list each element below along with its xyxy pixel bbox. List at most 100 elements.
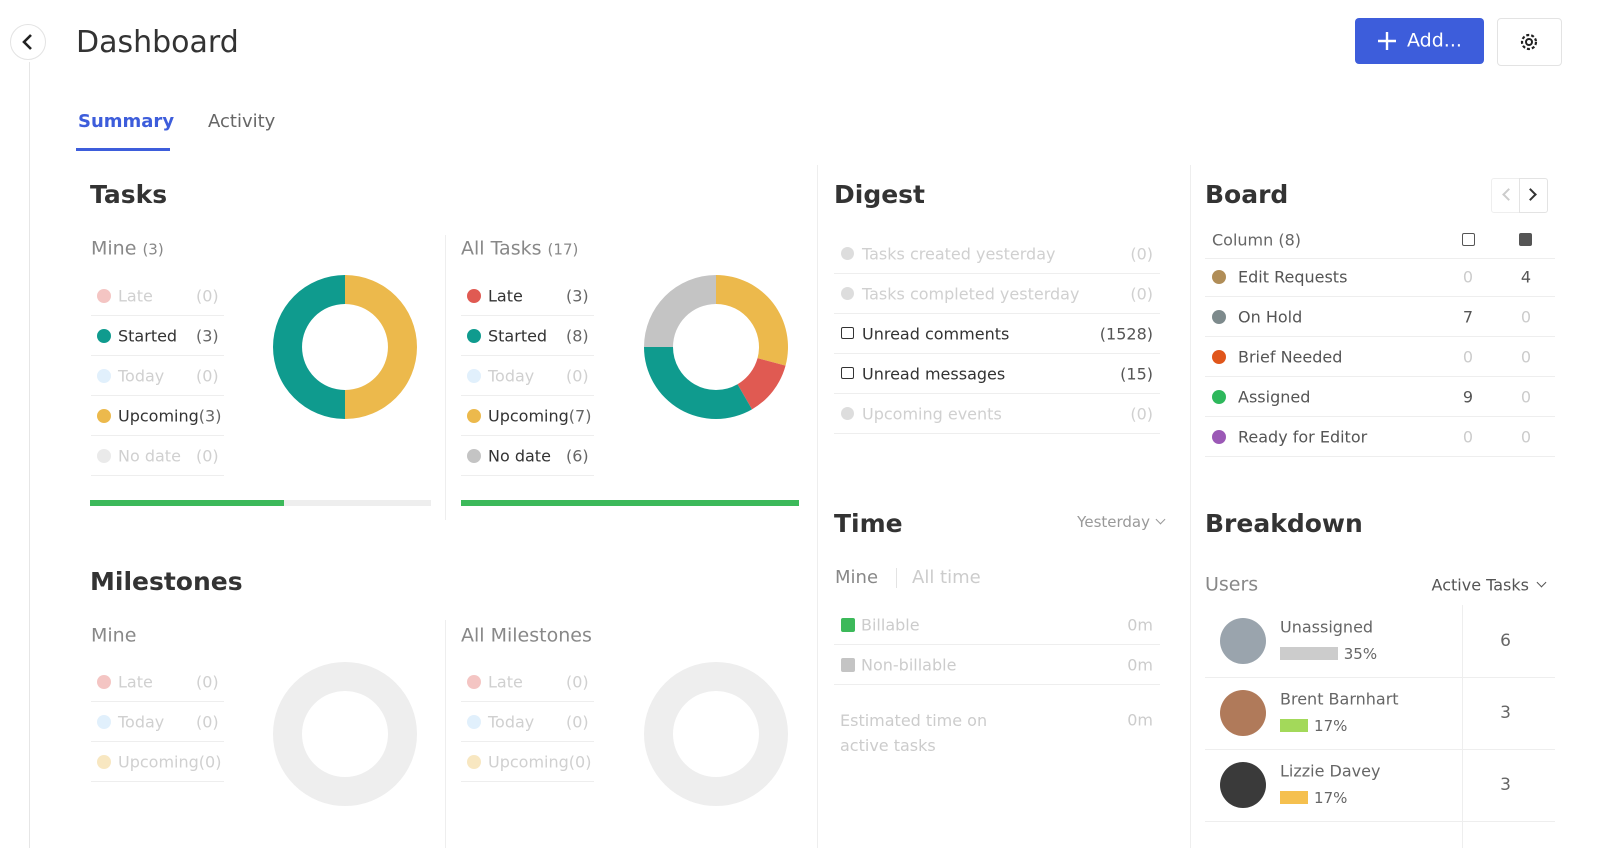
digest-icon	[841, 407, 854, 420]
legend-dot	[97, 715, 111, 729]
board-count: 0	[1462, 267, 1474, 287]
legend-dot	[467, 755, 481, 769]
row-separator	[834, 644, 1160, 645]
checkbox-empty	[1462, 233, 1475, 246]
legend-name: Today	[488, 712, 535, 732]
percent-bar	[1280, 647, 1338, 660]
legend-count: (0)	[566, 712, 589, 732]
legend-dot	[467, 289, 481, 303]
row-separator	[461, 355, 594, 356]
pager-button	[1519, 178, 1548, 213]
legend-name: Today	[118, 712, 165, 732]
legend-dot	[467, 329, 481, 343]
digest-count: (0)	[1130, 284, 1153, 304]
user-name: Brent Barnhart	[1280, 689, 1399, 709]
row-separator	[91, 315, 224, 316]
legend-dot	[97, 409, 111, 423]
add-button[interactable]: Add...	[1355, 18, 1484, 64]
legend-name: Upcoming	[118, 752, 199, 772]
digest-label: Upcoming events	[862, 404, 1002, 424]
digest-label: Tasks completed yesterday	[862, 284, 1080, 304]
group-count: (3)	[142, 240, 164, 259]
row-separator	[1205, 749, 1555, 750]
legend-name: Started	[488, 326, 548, 346]
breakdown-metric: Active Tasks	[1431, 575, 1529, 595]
period-dropdown: Yesterday	[1077, 513, 1150, 531]
legend-count: (0)	[196, 366, 219, 386]
board-count: 0	[1462, 347, 1474, 367]
settings-button[interactable]	[1497, 18, 1562, 66]
tab-underline	[76, 148, 170, 151]
section-title: Breakdown	[1205, 509, 1363, 538]
back-button[interactable]	[10, 24, 46, 60]
legend-name: Upcoming	[488, 406, 569, 426]
legend-item: Late (0)	[118, 672, 219, 691]
legend-count: (7)	[568, 406, 592, 426]
digest-icon	[841, 247, 854, 260]
row-separator	[461, 701, 594, 702]
digest-count: (1528)	[1099, 324, 1153, 344]
legend-dot	[467, 715, 481, 729]
legend-dot	[97, 675, 111, 689]
count-column-border	[1462, 605, 1463, 848]
board-count: 9	[1462, 387, 1474, 407]
time-label: Billable	[861, 615, 920, 635]
board-count: 0	[1520, 307, 1532, 327]
digest-label: Unread comments	[862, 324, 1010, 344]
legend-item: Late (0)	[118, 286, 219, 305]
row-separator	[461, 315, 594, 316]
time-value: 0m	[1127, 615, 1153, 635]
donut-segment	[644, 275, 716, 347]
legend-count: (6)	[566, 446, 589, 466]
legend-item: Upcoming (3)	[118, 406, 221, 425]
board-count: 0	[1520, 427, 1532, 447]
digest-icon	[841, 287, 854, 300]
tab[interactable]: Activity	[208, 111, 276, 133]
legend-count: (0)	[198, 752, 222, 772]
legend-count: (3)	[566, 286, 589, 306]
group-header: Mine (3)	[91, 238, 164, 261]
legend-count: (3)	[196, 326, 219, 346]
group-label: All Milestones	[461, 624, 592, 647]
row-separator	[91, 395, 224, 396]
legend-item: Started (8)	[488, 326, 589, 345]
board-dot	[1212, 430, 1226, 444]
row-separator	[461, 435, 594, 436]
row-separator	[1205, 456, 1555, 457]
legend-count: (0)	[196, 672, 219, 692]
percent-bar	[1280, 791, 1309, 804]
legend-name: Late	[488, 672, 523, 692]
row-separator	[834, 273, 1160, 274]
divider	[817, 165, 818, 848]
avatar	[1220, 618, 1266, 664]
time-label: Non-billable	[861, 655, 957, 675]
digest-count: (15)	[1120, 364, 1153, 384]
row-separator	[91, 741, 224, 742]
board-count: 0	[1520, 347, 1532, 367]
row-separator	[834, 393, 1160, 394]
legend-count: (0)	[568, 752, 592, 772]
digest-label: Unread messages	[862, 364, 1006, 384]
row-separator	[1205, 296, 1555, 297]
legend-name: Today	[118, 366, 165, 386]
legend-dot	[97, 755, 111, 769]
digest-icon	[841, 327, 854, 339]
legend-dot	[467, 449, 481, 463]
group-label: Mine	[91, 237, 137, 260]
percent-label: 35%	[1343, 645, 1378, 663]
section-title: Digest	[834, 180, 926, 209]
board-row-name: Assigned	[1238, 387, 1311, 407]
legend-count: (8)	[566, 326, 589, 346]
row-separator	[834, 684, 1160, 685]
board-count: 4	[1520, 267, 1532, 287]
legend-name: Started	[118, 326, 178, 346]
row-separator	[1205, 416, 1555, 417]
board-row-name: Edit Requests	[1238, 267, 1348, 287]
digest-count: (0)	[1130, 244, 1153, 264]
row-separator	[834, 353, 1160, 354]
row-separator	[1205, 821, 1555, 822]
tab[interactable]: Summary	[78, 111, 175, 133]
donut-segment	[716, 275, 788, 366]
divider	[445, 235, 446, 520]
